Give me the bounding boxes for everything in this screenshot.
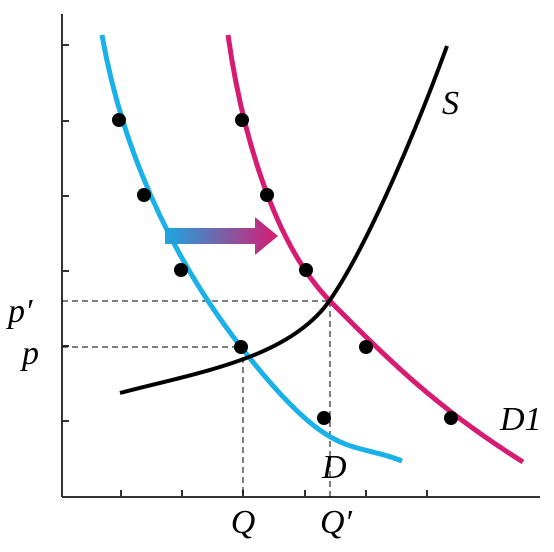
quantity-label: Q (231, 504, 256, 541)
price-label: p (20, 335, 39, 372)
quantity-label: Q′ (320, 504, 353, 541)
shifted-demand-curve (225, 34, 525, 465)
demand-curve (99, 34, 403, 464)
supply-curve (119, 45, 449, 395)
point (112, 113, 126, 127)
point (137, 188, 151, 202)
point (174, 263, 188, 277)
curve-label: D (321, 449, 347, 486)
point (234, 340, 248, 354)
price-label: p′ (6, 293, 33, 330)
shift-arrow (165, 217, 278, 255)
curve-label: D1 (499, 401, 542, 438)
point (299, 263, 313, 277)
point (444, 411, 458, 425)
point (359, 340, 373, 354)
point (235, 113, 249, 127)
point (260, 188, 274, 202)
points (112, 113, 458, 425)
guide-lines (62, 300, 331, 497)
axes (61, 14, 540, 498)
point (317, 411, 331, 425)
curve-label: S (442, 85, 459, 122)
